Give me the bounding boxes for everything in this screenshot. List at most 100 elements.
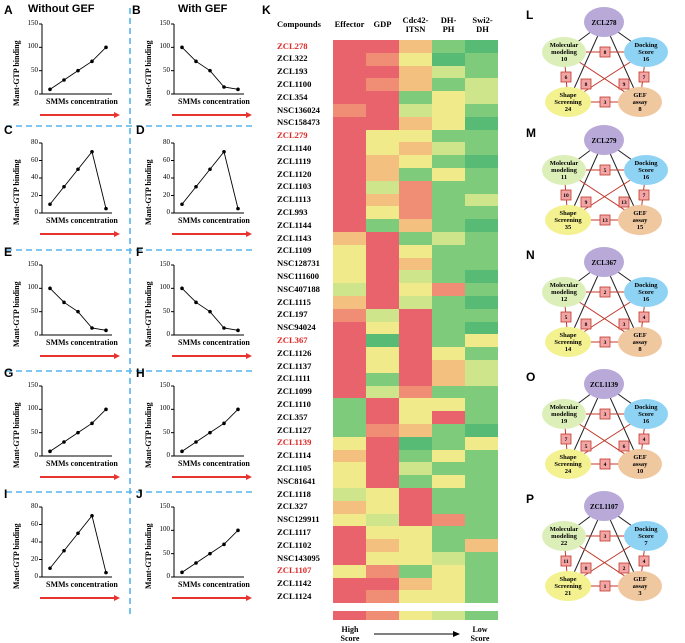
dock-label: Docking bbox=[634, 282, 658, 289]
y-tick-label: 100 bbox=[159, 283, 171, 292]
gef-label: GEF bbox=[633, 210, 646, 217]
arrow-head bbox=[114, 231, 120, 237]
heatmap-cell bbox=[399, 552, 432, 565]
data-point bbox=[236, 206, 240, 211]
heatmap-cell bbox=[465, 577, 498, 591]
weight-mol-shape bbox=[560, 71, 572, 83]
node-docking-score bbox=[624, 155, 668, 185]
heatmap-cell bbox=[432, 52, 465, 66]
data-point bbox=[180, 449, 184, 454]
header-line: DH- bbox=[440, 15, 457, 25]
node-shape-screening bbox=[545, 327, 591, 357]
heatmap-cell bbox=[465, 552, 498, 565]
compound-name: ZCL1103 bbox=[277, 181, 312, 192]
heatmap-cell bbox=[465, 526, 498, 540]
heatmap-cell bbox=[399, 168, 432, 181]
heatmap-cell bbox=[333, 244, 366, 258]
heatmap-cell bbox=[333, 91, 366, 104]
heatmap-cell bbox=[465, 129, 498, 143]
heatmap-cell bbox=[432, 219, 465, 232]
heatmap-cell bbox=[366, 347, 399, 360]
heatmap-cell bbox=[432, 244, 465, 258]
weight-shape-gef-value: 4 bbox=[604, 462, 607, 468]
weight-diag-2 bbox=[618, 440, 630, 452]
heatmap-cell bbox=[465, 385, 498, 399]
heatmap-cell bbox=[399, 257, 432, 271]
heatmap-cell bbox=[366, 257, 399, 271]
heatmap-cell bbox=[333, 155, 366, 168]
header-line: PH bbox=[442, 24, 455, 34]
compound-name: NSC129911 bbox=[277, 514, 320, 525]
heatmap-cell bbox=[333, 129, 366, 143]
panel-letter-h: H bbox=[136, 366, 145, 380]
legend-line: High bbox=[341, 625, 359, 635]
heatmap-cell bbox=[399, 40, 432, 53]
heatmap-cell bbox=[366, 449, 399, 463]
mol-label: Molecular bbox=[550, 42, 579, 49]
y-tick-label: 100 bbox=[27, 404, 39, 413]
dock-count: 7 bbox=[644, 540, 648, 547]
node-compound bbox=[584, 125, 624, 155]
heatmap-cell bbox=[465, 449, 498, 463]
data-point bbox=[62, 300, 66, 305]
weight-mol-shape-value: 7 bbox=[565, 437, 568, 443]
data-point bbox=[104, 328, 108, 333]
heatmap-cell bbox=[399, 436, 432, 450]
data-point bbox=[76, 167, 80, 172]
heatmap-cell bbox=[366, 372, 399, 386]
heatmap-cell bbox=[366, 296, 399, 309]
weight-dock-gef bbox=[638, 555, 650, 567]
weight-mol-shape bbox=[560, 189, 572, 201]
mini-plot-svg bbox=[171, 385, 252, 480]
weight-dock-gef bbox=[638, 189, 650, 201]
y-tick-label: 80 bbox=[31, 502, 38, 510]
heatmap-cell bbox=[333, 488, 366, 501]
legend-line: Score bbox=[340, 634, 360, 643]
heatmap-cell bbox=[432, 104, 465, 117]
shape-count: 21 bbox=[565, 590, 572, 597]
compound-name: ZCL1119 bbox=[277, 155, 311, 166]
dock-label: Docking bbox=[634, 160, 658, 167]
mini-chart-b: Mant-GTP binding 0 50 100 150 SMMs concentrat… bbox=[132, 16, 256, 126]
weight-shape-gef bbox=[599, 214, 611, 226]
heatmap-cell bbox=[366, 488, 399, 501]
heatmap-cell bbox=[333, 283, 366, 296]
compound-name: ZCL1115 bbox=[277, 296, 311, 307]
gef-label: assay bbox=[633, 461, 649, 468]
weight-diag-1 bbox=[580, 196, 592, 208]
mol-label: modeling bbox=[551, 167, 577, 174]
heatmap-cell bbox=[465, 436, 498, 450]
data-point bbox=[194, 59, 198, 64]
heatmap-cell bbox=[465, 155, 498, 168]
heatmap-cell bbox=[333, 564, 366, 578]
heatmap-cell bbox=[399, 347, 432, 360]
dock-count: 16 bbox=[643, 56, 650, 63]
panel-letter-k: K bbox=[262, 3, 271, 17]
y-tick-label: 50 bbox=[31, 427, 38, 436]
heatmap-cell bbox=[399, 577, 432, 591]
weight-diag-1-value: 8 bbox=[585, 566, 588, 572]
y-tick-label: 150 bbox=[27, 381, 39, 389]
arrow-head bbox=[246, 353, 252, 359]
node-gef-assay bbox=[618, 205, 662, 235]
heatmap-cell bbox=[399, 411, 432, 424]
dock-label: Score bbox=[638, 411, 654, 418]
series-line bbox=[49, 288, 107, 331]
gef-label: GEF bbox=[633, 92, 646, 99]
heatmap-cell bbox=[399, 513, 432, 527]
heatmap-cell bbox=[432, 590, 465, 604]
compound-name: ZCL1109 bbox=[277, 245, 312, 256]
shape-label: Shape bbox=[560, 576, 577, 583]
gef-label: GEF bbox=[633, 576, 646, 583]
legend-line: Low bbox=[472, 625, 488, 635]
node-molecular-modeling bbox=[542, 37, 586, 67]
mini-chart-h: H Mant-GTP binding 0 50 100 150 SMMs concentra… bbox=[132, 366, 256, 488]
heatmap-cell bbox=[465, 424, 498, 437]
heatmap-cell bbox=[399, 155, 432, 168]
heatmap-cell bbox=[465, 334, 498, 348]
shape-count: 35 bbox=[565, 224, 572, 231]
heatmap-cell bbox=[465, 52, 498, 66]
node-compound bbox=[584, 247, 624, 277]
heatmap-cell bbox=[399, 385, 432, 399]
node-molecular-modeling bbox=[542, 155, 586, 185]
